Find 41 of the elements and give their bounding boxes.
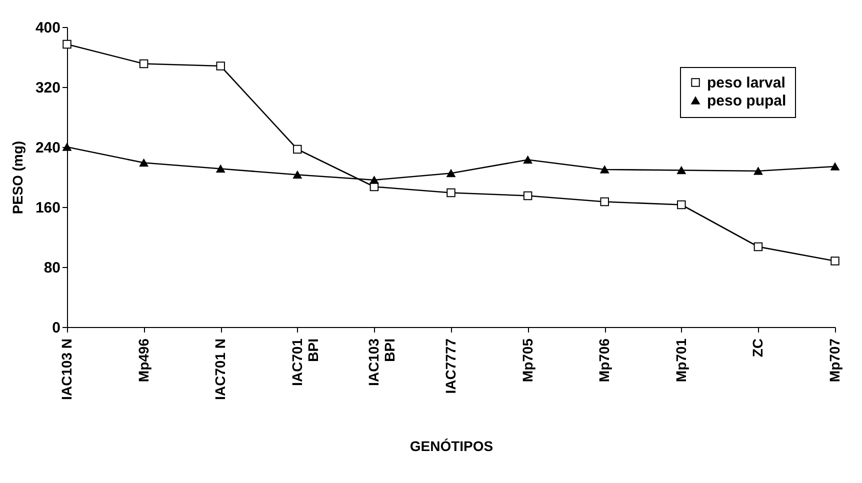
y-tick-label: 0	[52, 320, 60, 336]
point	[446, 169, 456, 178]
x-axis-title: GENÓTIPOS	[410, 438, 494, 454]
x-tick-label: IAC7777	[442, 338, 458, 394]
point	[600, 166, 609, 174]
point	[600, 197, 609, 206]
point	[293, 170, 302, 179]
point	[139, 158, 148, 167]
x-tick-label: ZC	[750, 338, 766, 358]
y-tick-label: 320	[35, 80, 60, 96]
point	[370, 176, 379, 184]
y-tick-label: 80	[44, 260, 60, 276]
point	[754, 167, 763, 175]
x-tick-label: Mp705	[519, 338, 536, 382]
x-tick-label: Mp496	[135, 338, 152, 382]
point	[446, 188, 456, 198]
point	[754, 242, 763, 252]
point	[830, 162, 840, 170]
legend-label: peso pupal	[707, 92, 786, 110]
y-tick-label: 240	[35, 140, 60, 156]
x-tick-label: IAC701 N	[212, 338, 228, 400]
y-tick-label: 160	[35, 200, 60, 216]
x-tick-label: Mp706	[596, 338, 612, 382]
y-tick-label: 400	[35, 20, 60, 36]
point	[523, 156, 532, 164]
point	[216, 164, 225, 173]
y-axis-title: PESO (mg)	[9, 140, 26, 214]
x-tick-label: Mp701	[672, 338, 689, 382]
point	[62, 40, 72, 49]
point	[830, 256, 840, 266]
x-tick-label: IAC701 BPI	[288, 338, 321, 386]
legend-label: peso larval	[707, 74, 786, 92]
point	[677, 166, 686, 174]
point	[677, 200, 686, 210]
x-tick-label: Mp707	[826, 338, 842, 382]
point	[216, 62, 225, 70]
x-tick-label: IAC103 N	[58, 338, 74, 400]
x-tick-label: IAC103 BPI	[366, 338, 398, 386]
point	[139, 59, 148, 68]
point	[523, 191, 532, 200]
point	[293, 144, 302, 154]
